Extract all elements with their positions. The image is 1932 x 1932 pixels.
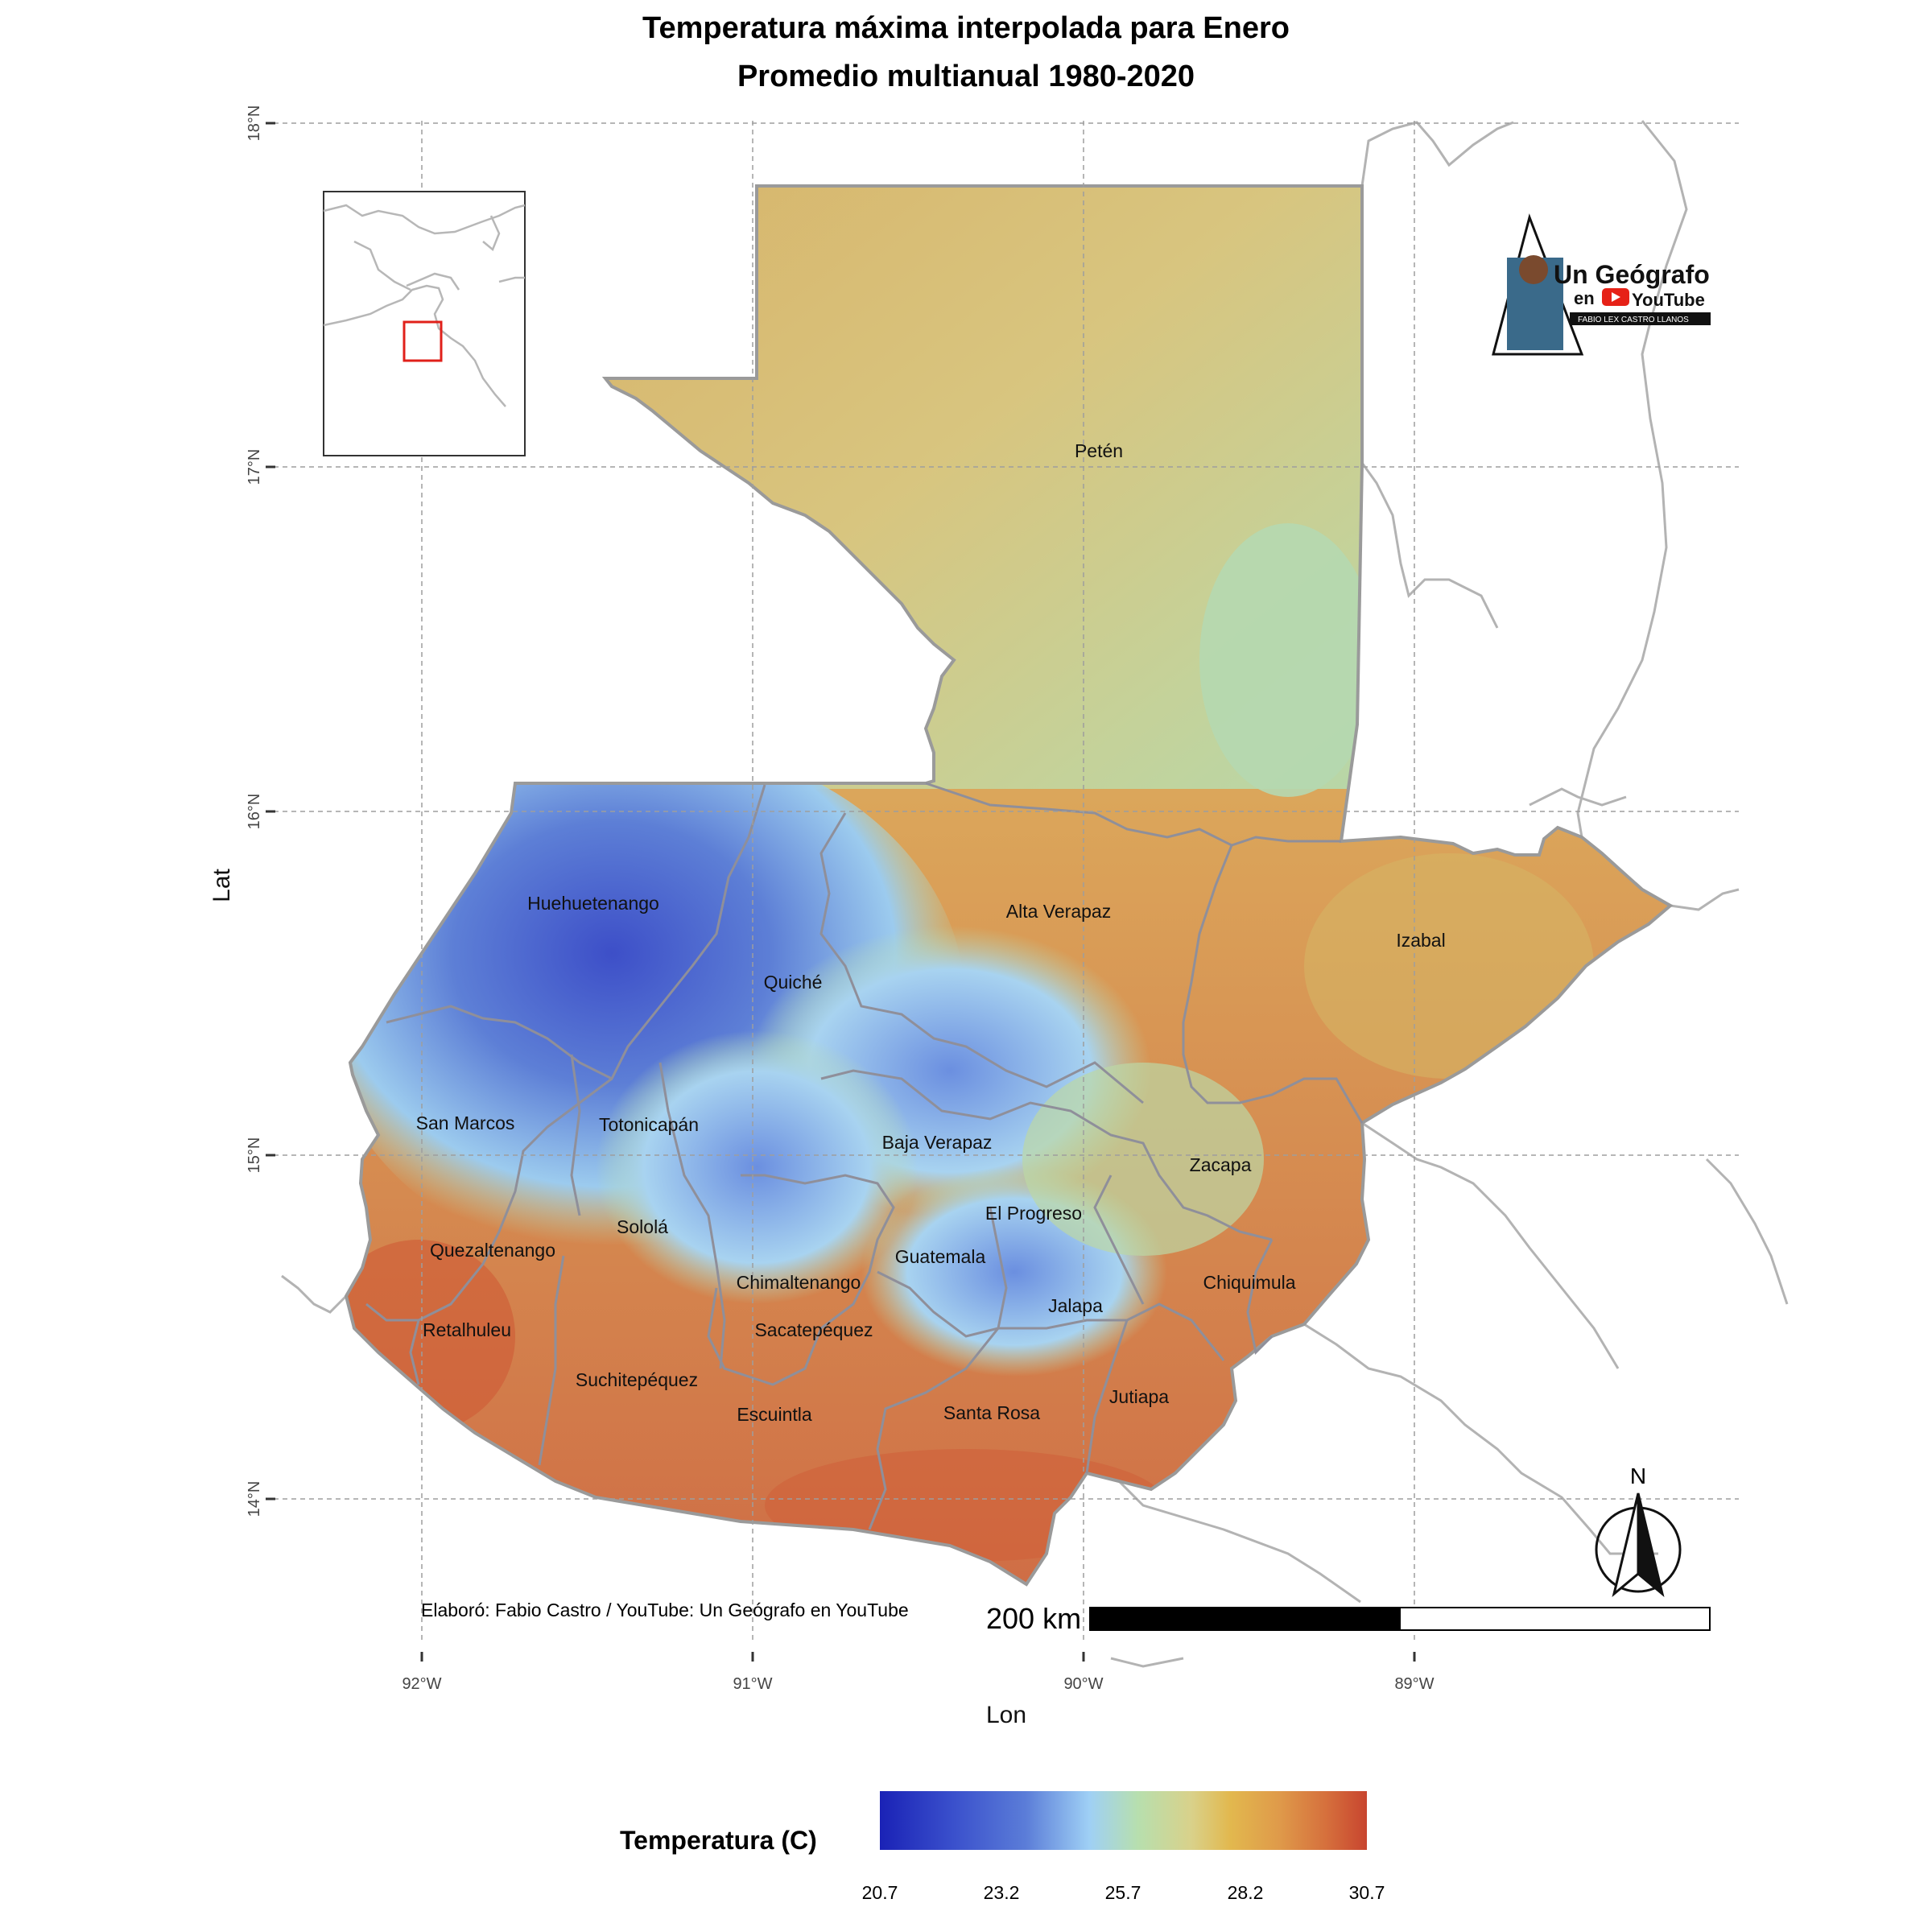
logo-text: YouTube — [1632, 290, 1705, 310]
y-tick-label: 17°N — [246, 449, 263, 485]
y-tick-label: 14°N — [246, 1481, 263, 1517]
legend-colorbar — [880, 1791, 1367, 1850]
dept-label-totonicapan: Totonicapán — [599, 1114, 699, 1135]
x-tick-label: 92°W — [402, 1675, 441, 1693]
x-tick-label: 89°W — [1394, 1675, 1434, 1693]
dept-label-izabal: Izabal — [1396, 930, 1445, 951]
map-subtitle: Promedio multianual 1980-2020 — [737, 60, 1195, 93]
dept-label-chimaltenango: Chimaltenango — [737, 1272, 861, 1293]
neighbor-borders — [281, 120, 1789, 1668]
dept-label-peten: Petén — [1075, 440, 1123, 461]
logo-subtext: FABIO LEX CASTRO LLANOS — [1578, 316, 1689, 324]
x-tick-label: 91°W — [733, 1675, 772, 1693]
y-tick-label: 15°N — [246, 1137, 263, 1174]
north-arrow: N — [1595, 1463, 1682, 1598]
map-credit: Elaboró: Fabio Castro / YouTube: Un Geóg… — [421, 1600, 909, 1620]
dept-label-zacapa: Zacapa — [1190, 1154, 1252, 1175]
country-border — [344, 184, 1674, 1587]
dept-label-solola: Sololá — [617, 1216, 668, 1237]
temperature-raster — [346, 186, 1670, 1584]
dept-label-quezaltenango: Quezaltenango — [430, 1240, 555, 1261]
dept-label-jalapa: Jalapa — [1048, 1295, 1103, 1316]
map-title: Temperatura máxima interpolada para Ener… — [642, 11, 1290, 45]
x-tick-label: 90°W — [1063, 1675, 1103, 1693]
x-axis-title: Lon — [986, 1702, 1026, 1728]
dept-label-baja-verapaz: Baja Verapaz — [882, 1132, 993, 1153]
dept-label-guatemala: Guatemala — [895, 1246, 986, 1267]
dept-label-san-marcos: San Marcos — [416, 1113, 515, 1133]
scale-bar-label: 200 km — [986, 1602, 1082, 1635]
dept-label-escuintla: Escuintla — [737, 1404, 812, 1425]
legend-tick-label: 30.7 — [1348, 1882, 1385, 1903]
x-tick-labels: 92°W 91°W 90°W 89°W — [402, 1675, 1434, 1693]
y-tick-label: 16°N — [246, 794, 263, 830]
y-tick-label: 18°N — [246, 105, 263, 142]
inset-extent-box — [402, 320, 443, 362]
legend-title: Temperatura (C) — [620, 1826, 817, 1855]
inset-map — [323, 191, 526, 456]
department-borders — [365, 782, 1364, 1530]
legend-tick-label: 25.7 — [1104, 1882, 1141, 1903]
dept-label-chiquimula: Chiquimula — [1203, 1272, 1295, 1293]
legend-tick-label: 20.7 — [861, 1882, 898, 1903]
axis-ticks — [266, 122, 1416, 1662]
dept-label-retalhuleu: Retalhuleu — [423, 1319, 511, 1340]
logo-text: en — [1574, 288, 1595, 308]
y-axis-title: Lat — [208, 868, 235, 902]
dept-label-suchitepequez: Suchitepéquez — [576, 1369, 698, 1390]
legend-tick-label: 23.2 — [983, 1882, 1020, 1903]
north-arrow-label: N — [1630, 1463, 1646, 1488]
dept-label-santa-rosa: Santa Rosa — [943, 1402, 1040, 1423]
dept-label-alta-verapaz: Alta Verapaz — [1006, 901, 1111, 922]
dept-label-el-progreso: El Progreso — [985, 1203, 1082, 1224]
department-labels: Petén Huehuetenango Alta Verapaz Izabal … — [416, 440, 1446, 1425]
dept-label-huehuetenango: Huehuetenango — [527, 893, 659, 914]
dept-label-sacatepequez: Sacatepéquez — [754, 1319, 873, 1340]
dept-label-jutiapa: Jutiapa — [1109, 1386, 1169, 1407]
scale-bar — [1089, 1607, 1711, 1631]
graticule — [274, 121, 1739, 1642]
channel-logo: Un Geógrafo en YouTube FABIO LEX CASTRO … — [1492, 213, 1711, 356]
logo-text: Un Geógrafo — [1554, 260, 1710, 289]
y-tick-labels: 18°N 17°N 16°N 15°N 14°N — [246, 105, 263, 1517]
legend-tick-label: 28.2 — [1227, 1882, 1264, 1903]
dept-label-quiche: Quiché — [764, 972, 823, 993]
